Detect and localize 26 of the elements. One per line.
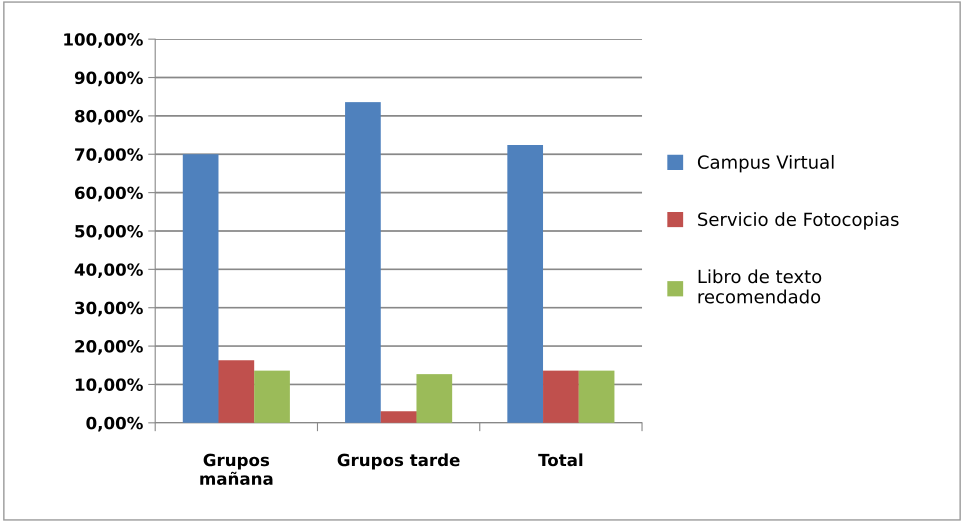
y-tick-label: 90,00% bbox=[74, 71, 143, 86]
y-tick-label: 0,00% bbox=[86, 416, 143, 432]
x-tick-label: Grupos mañana bbox=[200, 454, 272, 485]
legend-label: Campus Virtual bbox=[698, 154, 834, 172]
legend-label: Libro de texto recomendado bbox=[698, 269, 822, 304]
bar bbox=[543, 370, 579, 423]
y-tick-label: 10,00% bbox=[76, 378, 143, 394]
bar bbox=[254, 370, 290, 423]
y-tick-label: 80,00% bbox=[75, 110, 143, 125]
y-tick-label: 20,00% bbox=[75, 340, 143, 355]
bar bbox=[578, 370, 614, 423]
bar bbox=[218, 360, 254, 423]
y-tick-label: 70,00% bbox=[75, 148, 143, 163]
y-tick-label: 40,00% bbox=[74, 263, 143, 278]
bar bbox=[507, 145, 544, 423]
x-tick-label: Grupos tarde bbox=[338, 453, 460, 470]
y-tick-label: 30,00% bbox=[75, 302, 143, 316]
y-tick-label: 100,00% bbox=[64, 33, 143, 48]
legend-label: Servicio de Fotocopias bbox=[698, 212, 899, 230]
y-tick-label: 60,00% bbox=[75, 186, 143, 202]
y-tick-label: 50,00% bbox=[75, 224, 143, 240]
x-tick-label: Total bbox=[538, 453, 582, 466]
bar bbox=[416, 374, 452, 423]
bar bbox=[182, 154, 218, 423]
bar bbox=[345, 102, 381, 423]
bar bbox=[380, 411, 416, 423]
